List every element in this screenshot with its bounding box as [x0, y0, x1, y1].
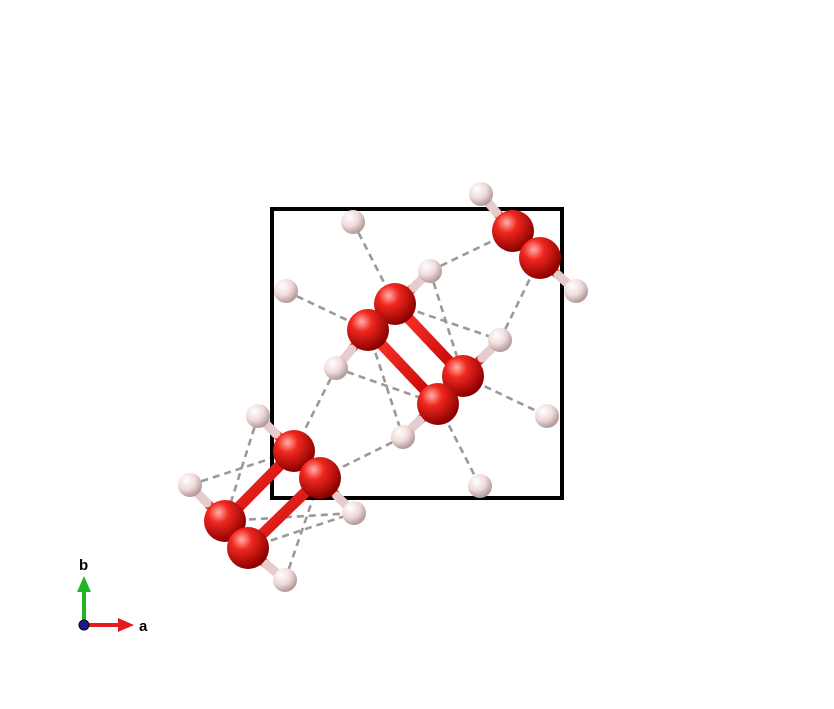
hydrogen-atom[interactable] — [418, 259, 442, 283]
hydrogen-atom[interactable] — [341, 210, 365, 234]
b-axis-arrowhead — [77, 576, 91, 592]
a-axis-arrowhead — [118, 618, 134, 632]
hbond — [223, 415, 260, 522]
hydrogen-atom[interactable] — [324, 356, 348, 380]
hydrogen-atom[interactable] — [274, 279, 298, 303]
oxygen-atom[interactable] — [492, 210, 534, 252]
unit-cell-outline — [270, 207, 564, 500]
hbond — [224, 511, 355, 523]
hydrogen-atom[interactable] — [246, 404, 270, 428]
hydrogen-atom[interactable] — [391, 425, 415, 449]
hydrogen-atoms — [178, 182, 588, 592]
hydrogen-atom[interactable] — [342, 501, 366, 525]
hbond — [428, 270, 465, 377]
hydrogen-atom[interactable] — [488, 328, 512, 352]
hydrogen-atom[interactable] — [273, 568, 297, 592]
oxygen-atom[interactable] — [442, 355, 484, 397]
oxygen-atom[interactable] — [417, 383, 459, 425]
oxygen-atom[interactable] — [347, 309, 389, 351]
oxygen-hydrogen-bonds — [185, 189, 581, 585]
oxygen-atom[interactable] — [519, 237, 561, 279]
axis-triad: a b — [77, 557, 148, 635]
hydrogen-atom[interactable] — [468, 474, 492, 498]
hydrogen-atom[interactable] — [469, 182, 493, 206]
hydrogen-atom[interactable] — [564, 279, 588, 303]
oxygen-atom[interactable] — [374, 283, 416, 325]
b-axis-label: b — [79, 557, 88, 574]
c-axis-marker — [78, 619, 90, 631]
oxygen-atom[interactable] — [227, 527, 269, 569]
oxygen-atom[interactable] — [273, 430, 315, 472]
hydrogen-atom[interactable] — [535, 404, 559, 428]
oxygen-atom[interactable] — [299, 457, 341, 499]
oxygen-atoms — [204, 210, 561, 569]
hydrogen-atom[interactable] — [178, 473, 202, 497]
a-axis-label: a — [139, 618, 148, 635]
